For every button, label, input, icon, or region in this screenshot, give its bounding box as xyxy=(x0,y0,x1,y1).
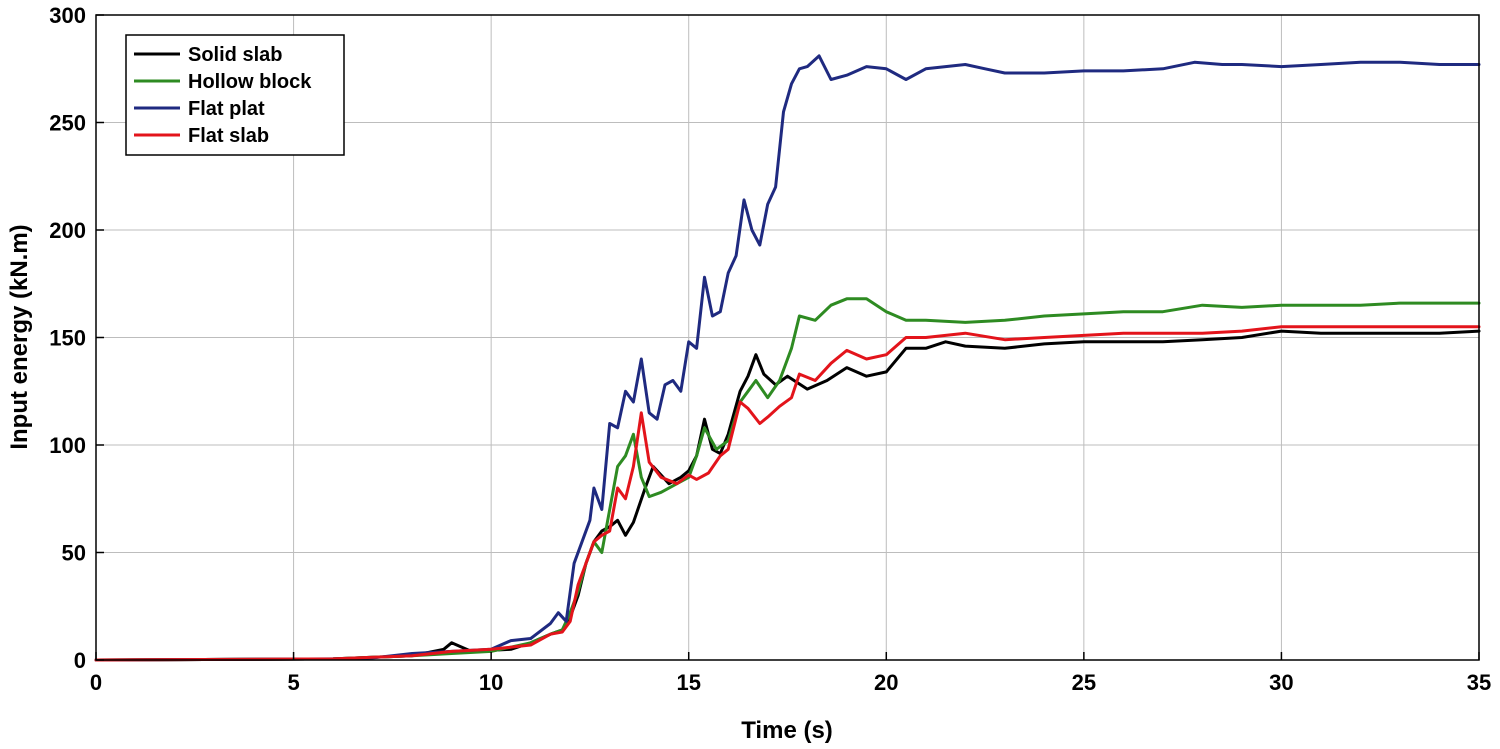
y-tick-label: 100 xyxy=(49,433,86,458)
y-tick-label: 0 xyxy=(74,648,86,673)
series-line-flat-plat xyxy=(94,54,1481,662)
x-tick-label: 10 xyxy=(479,670,503,695)
y-tick-label: 300 xyxy=(49,3,86,28)
x-tick-label: 35 xyxy=(1467,670,1491,695)
axis-ticks: 0 5 10 15 20 25 30 35 0 50 100 150 200 250 300 xyxy=(49,3,1491,695)
legend-entry-solid-slab: Solid slab xyxy=(188,44,282,66)
y-axis-label: Input energy (kN.m) xyxy=(6,224,33,449)
legend-entry-hollow-block: Hollow block xyxy=(188,71,312,93)
grid-lines xyxy=(96,15,1479,660)
y-tick-label: 50 xyxy=(62,541,86,566)
legend: Solid slab Hollow block Flat plat Flat slab xyxy=(125,34,345,156)
y-tick-label: 200 xyxy=(49,218,86,243)
legend-entry-flat-plat: Flat plat xyxy=(188,98,265,120)
y-tick-label: 250 xyxy=(49,111,86,136)
x-tick-label: 20 xyxy=(874,670,898,695)
x-tick-label: 15 xyxy=(676,670,700,695)
series-line-flat-slab xyxy=(94,325,1481,662)
x-tick-label: 25 xyxy=(1072,670,1096,695)
x-axis-label: Time (s) xyxy=(741,717,833,744)
x-tick-label: 5 xyxy=(287,670,299,695)
series-layer xyxy=(94,54,1481,662)
legend-entry-flat-slab: Flat slab xyxy=(188,125,269,147)
x-tick-label: 0 xyxy=(90,670,102,695)
y-tick-label: 150 xyxy=(49,326,86,351)
x-tick-label: 30 xyxy=(1269,670,1293,695)
